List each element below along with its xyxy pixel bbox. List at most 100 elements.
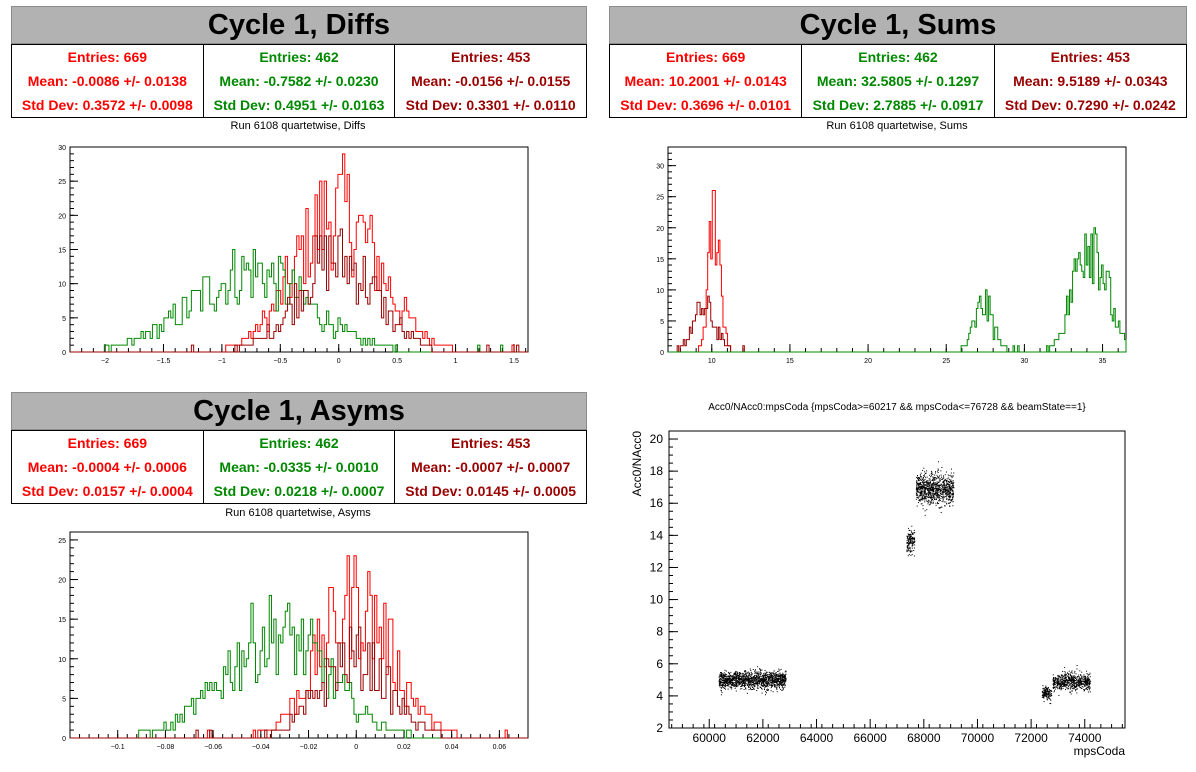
- scatter-point: [750, 678, 752, 680]
- scatter-point: [758, 671, 760, 673]
- scatter-point: [949, 487, 951, 489]
- scatter-point: [720, 687, 722, 689]
- scatter-point: [1071, 685, 1073, 687]
- scatter-point: [912, 544, 914, 546]
- scatter-point: [785, 671, 787, 673]
- scatter-point: [952, 490, 954, 491]
- scatter-point: [918, 484, 920, 486]
- scatter-point: [924, 495, 926, 497]
- scatter-point: [922, 499, 924, 501]
- scatter-point: [948, 490, 950, 492]
- scatter-point: [750, 675, 752, 677]
- scatter-point: [771, 672, 772, 674]
- scatter-point: [784, 684, 786, 686]
- scatter-point: [948, 502, 950, 504]
- scatter-point: [1073, 678, 1075, 680]
- scatter-point: [917, 498, 919, 500]
- scatter-point: [1048, 694, 1049, 696]
- scatter-point: [945, 489, 947, 491]
- scatter-point: [919, 488, 921, 490]
- scatter-point: [948, 488, 950, 490]
- scatter-point: [1066, 683, 1068, 685]
- scatter-point: [908, 537, 910, 539]
- scatter-point: [745, 675, 747, 677]
- scatter-point: [949, 486, 950, 488]
- y-tick-label: 15: [656, 257, 664, 264]
- scatter-point: [946, 498, 948, 499]
- scatter-point: [938, 461, 939, 463]
- scatter-point: [1081, 675, 1083, 677]
- scatter-point: [1053, 691, 1055, 693]
- scatter-point: [948, 502, 949, 504]
- scatter-point: [948, 487, 950, 489]
- scatter-point: [763, 679, 765, 681]
- scatter-point: [930, 484, 932, 486]
- scatter-point: [764, 677, 766, 679]
- scatter-point: [782, 677, 784, 678]
- scatter-point: [918, 480, 920, 482]
- scatter-point: [938, 485, 940, 487]
- scatter-point: [939, 495, 941, 497]
- scatter-point: [1044, 691, 1045, 693]
- scatter-point: [934, 478, 936, 480]
- mean-label: Mean: 32.5805 +/- 0.1297: [816, 73, 980, 89]
- scatter-point: [1062, 680, 1064, 682]
- scatter-point: [1086, 680, 1088, 682]
- scatter-point: [930, 497, 932, 499]
- scatter-point: [908, 548, 909, 550]
- scatter-point: [926, 485, 928, 487]
- scatter-point: [937, 501, 938, 503]
- scatter-point: [771, 685, 772, 686]
- scatter-point: [920, 476, 922, 478]
- scatter-point: [728, 678, 730, 680]
- scatter-point: [920, 492, 922, 494]
- scatter-point: [1064, 685, 1066, 687]
- scatter-point: [732, 684, 734, 686]
- scatter-point: [952, 487, 954, 488]
- scatter-point: [748, 683, 749, 685]
- mean-label: Mean: -0.0086 +/- 0.0138: [27, 73, 187, 89]
- scatter-point: [1085, 682, 1087, 684]
- scatter-point: [756, 674, 758, 676]
- scatter-point: [763, 685, 765, 687]
- scatter-point: [745, 672, 747, 674]
- scatter-point: [920, 483, 922, 484]
- scatter-point: [773, 681, 775, 683]
- scatter-point: [930, 473, 932, 475]
- scatter-point: [764, 680, 766, 682]
- scatter-title: Acc0/NAcc0:mpsCoda {mpsCoda>=60217 && mp…: [708, 402, 1086, 413]
- scatter-point: [1059, 683, 1060, 685]
- scatter-point: [935, 489, 937, 491]
- scatter-point: [1060, 680, 1062, 682]
- scatter-point: [733, 674, 735, 676]
- scatter-point: [947, 484, 949, 486]
- scatter-point: [917, 475, 919, 476]
- scatter-point: [931, 489, 933, 491]
- scatter-point: [1047, 692, 1049, 694]
- scatter-point: [1074, 687, 1076, 689]
- scatter-point: [908, 544, 910, 546]
- scatter-point: [940, 506, 942, 508]
- scatter-point: [771, 684, 773, 686]
- scatter-point: [767, 682, 769, 684]
- scatter-point: [766, 692, 767, 694]
- scatter-point: [771, 682, 773, 684]
- scatter-point: [1068, 685, 1070, 687]
- scatter-point: [1043, 697, 1045, 699]
- scatter-point: [1049, 693, 1051, 695]
- scatter-point: [722, 680, 723, 681]
- scatter-point: [735, 690, 737, 692]
- asyms-banner: Cycle 1, Asyms: [11, 392, 587, 430]
- scatter-point: [764, 679, 766, 681]
- scatter-point: [940, 474, 942, 476]
- scatter-point: [1088, 681, 1090, 683]
- scatter-point: [748, 681, 750, 683]
- scatter-point: [1066, 676, 1067, 678]
- scatter-point: [926, 496, 928, 498]
- scatter-point: [784, 686, 786, 688]
- scatter-point: [926, 500, 928, 502]
- scatter-point: [1088, 677, 1090, 679]
- scatter-point: [773, 679, 775, 681]
- mean-label: Mean: -0.0156 +/- 0.0155: [411, 73, 571, 89]
- scatter-point: [741, 673, 743, 675]
